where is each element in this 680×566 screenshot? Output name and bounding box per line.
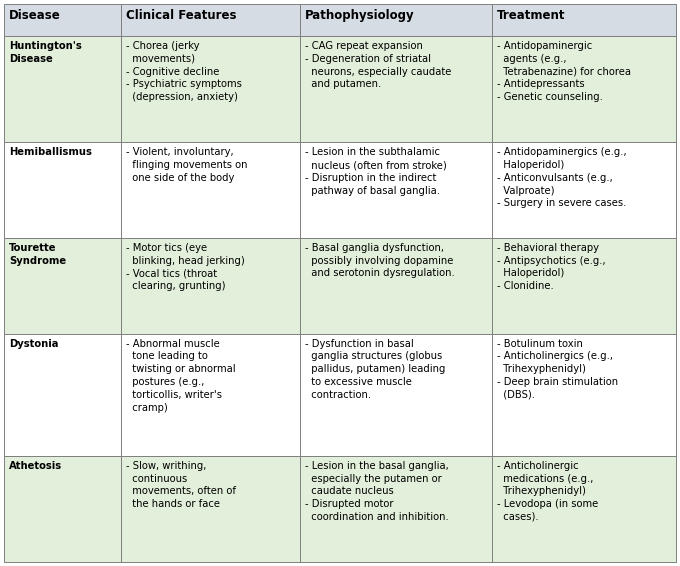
Text: - CAG repeat expansion
- Degeneration of striatal
  neurons, especially caudate
: - CAG repeat expansion - Degeneration of…	[305, 41, 452, 89]
Bar	[121, 142, 301, 238]
Bar	[301, 36, 492, 142]
Text: - Anticholinergic
  medications (e.g.,
  Trihexyphenidyl)
- Levodopa (in some
  : - Anticholinergic medications (e.g., Tri…	[497, 461, 598, 522]
Bar	[301, 456, 492, 562]
Bar	[4, 333, 121, 456]
Bar	[121, 238, 301, 333]
Text: Clinical Features: Clinical Features	[126, 9, 237, 22]
Text: - Antidopaminergic
  agents (e.g.,
  Tetrabenazine) for chorea
- Antidepressants: - Antidopaminergic agents (e.g., Tetrabe…	[497, 41, 631, 102]
Text: - Lesion in the subthalamic
  nucleus (often from stroke)
- Disruption in the in: - Lesion in the subthalamic nucleus (oft…	[305, 147, 447, 196]
Bar	[4, 4, 121, 36]
Bar	[301, 333, 492, 456]
Bar	[301, 238, 492, 333]
Text: Tourette
Syndrome: Tourette Syndrome	[9, 243, 66, 265]
Text: - Behavioral therapy
- Antipsychotics (e.g.,
  Haloperidol)
- Clonidine.: - Behavioral therapy - Antipsychotics (e…	[497, 243, 606, 291]
Text: Dystonia: Dystonia	[9, 338, 58, 349]
Text: Huntington's
Disease: Huntington's Disease	[9, 41, 82, 64]
Text: Pathophysiology: Pathophysiology	[305, 9, 415, 22]
Bar	[121, 333, 301, 456]
Bar	[492, 238, 676, 333]
Bar	[492, 456, 676, 562]
Bar	[121, 36, 301, 142]
Text: - Chorea (jerky
  movements)
- Cognitive decline
- Psychiatric symptoms
  (depre: - Chorea (jerky movements) - Cognitive d…	[126, 41, 242, 102]
Text: Athetosis: Athetosis	[9, 461, 62, 471]
Bar	[4, 142, 121, 238]
Bar	[4, 238, 121, 333]
Bar	[492, 36, 676, 142]
Text: Disease: Disease	[9, 9, 61, 22]
Bar	[301, 142, 492, 238]
Text: - Dysfunction in basal
  ganglia structures (globus
  pallidus, putamen) leading: - Dysfunction in basal ganglia structure…	[305, 338, 445, 400]
Bar	[492, 142, 676, 238]
Bar	[121, 456, 301, 562]
Bar	[492, 333, 676, 456]
Bar	[301, 4, 492, 36]
Text: - Basal ganglia dysfunction,
  possibly involving dopamine
  and serotonin dysre: - Basal ganglia dysfunction, possibly in…	[305, 243, 455, 278]
Text: - Antidopaminergics (e.g.,
  Haloperidol)
- Anticonvulsants (e.g.,
  Valproate)
: - Antidopaminergics (e.g., Haloperidol) …	[497, 147, 627, 208]
Text: - Botulinum toxin
- Anticholinergics (e.g.,
  Trihexyphenidyl)
- Deep brain stim: - Botulinum toxin - Anticholinergics (e.…	[497, 338, 618, 400]
Bar	[492, 4, 676, 36]
Text: - Violent, involuntary,
  flinging movements on
  one side of the body: - Violent, involuntary, flinging movemen…	[126, 147, 248, 183]
Text: - Lesion in the basal ganglia,
  especially the putamen or
  caudate nucleus
- D: - Lesion in the basal ganglia, especiall…	[305, 461, 449, 522]
Text: - Slow, writhing,
  continuous
  movements, often of
  the hands or face: - Slow, writhing, continuous movements, …	[126, 461, 237, 509]
Bar	[4, 36, 121, 142]
Text: - Abnormal muscle
  tone leading to
  twisting or abnormal
  postures (e.g.,
  t: - Abnormal muscle tone leading to twisti…	[126, 338, 236, 413]
Text: - Motor tics (eye
  blinking, head jerking)
- Vocal tics (throat
  clearing, gru: - Motor tics (eye blinking, head jerking…	[126, 243, 245, 291]
Text: Hemiballismus: Hemiballismus	[9, 147, 92, 157]
Text: Treatment: Treatment	[497, 9, 566, 22]
Bar	[4, 456, 121, 562]
Bar	[121, 4, 301, 36]
